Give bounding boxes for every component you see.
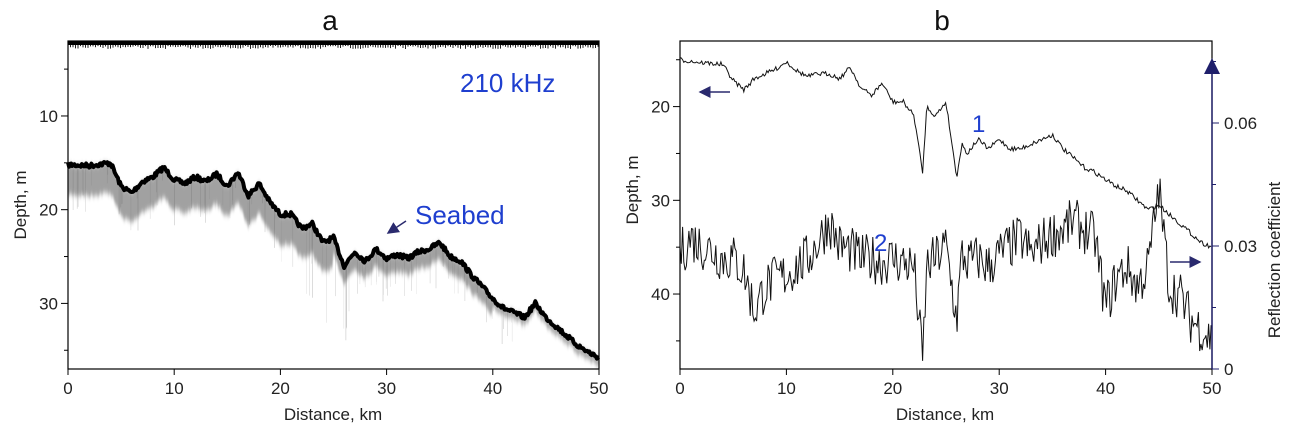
- x-tick-label: 0: [63, 379, 72, 398]
- panel-b-x-axis: 0 10 20 30 40 50: [675, 369, 1221, 398]
- panel-b-frame: [679, 40, 1213, 370]
- seabed-echo-line: [66, 160, 600, 361]
- x-tick-label: 0: [675, 379, 684, 398]
- y2-tick-label: 0: [1224, 360, 1233, 379]
- y-tick-label: 30: [651, 191, 670, 210]
- y2-tick-label: 0.03: [1224, 237, 1257, 256]
- y-tick-label: 40: [651, 285, 670, 304]
- y-tick-label: 30: [39, 294, 58, 313]
- series-2-line: [679, 178, 1212, 361]
- x-tick-label: 40: [483, 379, 502, 398]
- x-tick-label: 10: [777, 379, 796, 398]
- y2-tick-label: 0.06: [1224, 114, 1257, 133]
- x-tick-label: 50: [1203, 379, 1222, 398]
- panel-a: a 0 10 20 30 40 50 10 20 30 Distance, km Depth,…: [11, 5, 608, 424]
- seabed-label: Seabed: [415, 200, 505, 230]
- x-tick-label: 30: [990, 379, 1009, 398]
- x-tick-label: 20: [271, 379, 290, 398]
- panel-b-y-label: Depth, m: [623, 156, 642, 225]
- x-tick-label: 50: [590, 379, 609, 398]
- panel-a-y-label: Depth, m: [11, 171, 30, 240]
- panel-a-title: a: [322, 5, 338, 36]
- series-1-line: [679, 57, 1212, 250]
- series-2-label: 2: [874, 230, 887, 257]
- panel-b: b 0 10 20 30 40 50 20 30 40 0 0.03 0.06 Distance,…: [623, 5, 1284, 424]
- y-tick-label: 20: [651, 98, 670, 117]
- surface-band: [68, 41, 599, 45]
- panel-b-y-axis: 20 30 40: [651, 59, 680, 342]
- panel-b-right-axis: 0 0.03 0.06: [1212, 61, 1257, 379]
- panel-b-y2-label: Reflection coefficient: [1265, 181, 1284, 338]
- x-tick-label: 20: [883, 379, 902, 398]
- panel-b-x-label: Distance, km: [896, 405, 994, 424]
- right-axis-arrowhead: [1204, 58, 1220, 74]
- seabed-echo-tail: [68, 162, 599, 367]
- seabed-arrow: [386, 220, 407, 234]
- series-1-label: 1: [972, 111, 985, 138]
- y-tick-label: 10: [39, 107, 58, 126]
- x-tick-label: 30: [377, 379, 396, 398]
- x-tick-label: 40: [1096, 379, 1115, 398]
- panel-a-surface-band: [67, 41, 599, 49]
- x-tick-label: 10: [165, 379, 184, 398]
- frequency-label: 210 kHz: [460, 68, 555, 98]
- panel-a-x-label: Distance, km: [284, 405, 382, 424]
- panel-a-x-axis: 0 10 20 30 40 50: [63, 369, 608, 398]
- panel-a-frame: [67, 40, 600, 370]
- panel-b-title: b: [934, 5, 950, 36]
- panel-a-y-axis: 10 20 30: [39, 68, 68, 351]
- y-tick-label: 20: [39, 201, 58, 220]
